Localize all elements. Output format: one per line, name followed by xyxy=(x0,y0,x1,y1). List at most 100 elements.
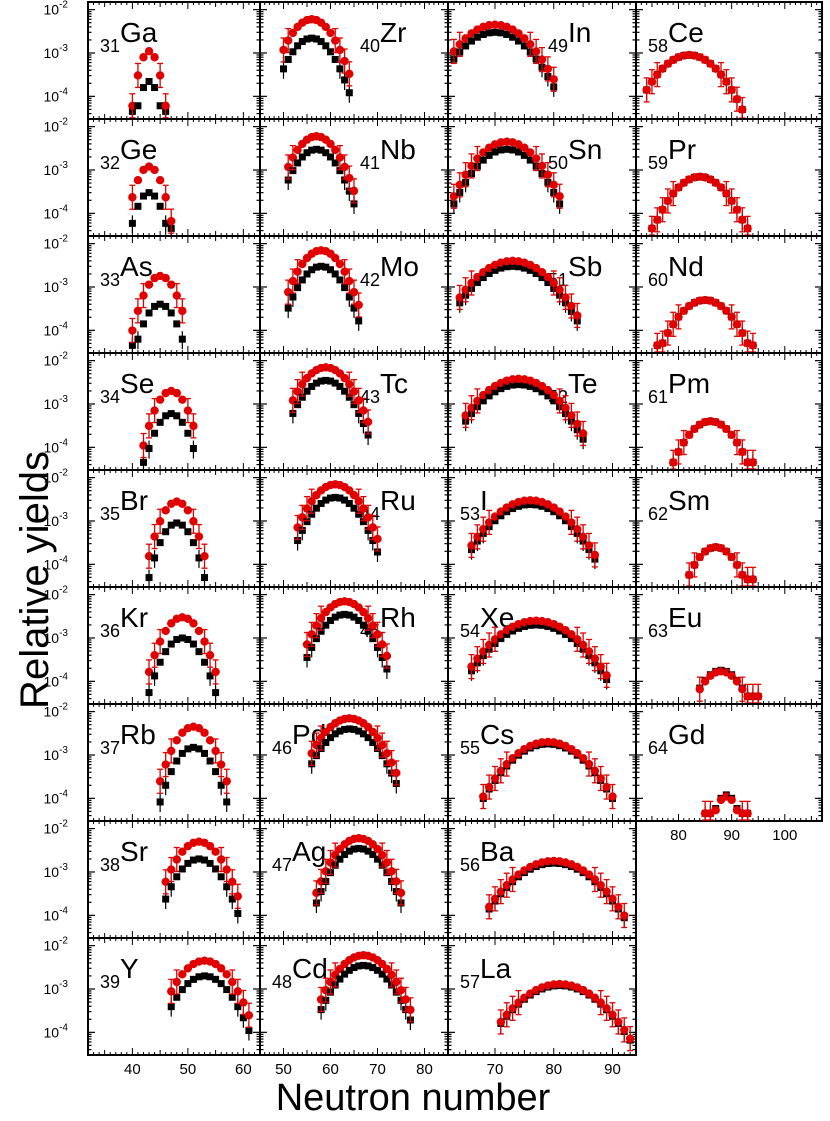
data-point-black xyxy=(503,630,511,638)
data-point-black xyxy=(206,757,214,765)
data-point-black xyxy=(374,966,381,974)
data-point-black xyxy=(184,429,192,437)
element-symbol: Y xyxy=(120,953,139,984)
data-point-black xyxy=(308,146,316,154)
data-point-black xyxy=(491,148,499,156)
y-tick-base: 10 xyxy=(44,353,60,369)
element-z: 46 xyxy=(272,738,292,758)
y-tick-label: 10-2 xyxy=(44,0,69,18)
data-point-red xyxy=(194,723,204,733)
data-point-red xyxy=(567,301,576,311)
data-point-red xyxy=(161,506,170,515)
data-point-black xyxy=(195,648,203,656)
element-symbol: Ba xyxy=(480,836,515,867)
data-point-black xyxy=(509,627,517,635)
data-point-black xyxy=(556,512,564,520)
y-tick-label: 10-2 xyxy=(44,585,69,603)
data-point-red xyxy=(155,176,165,185)
y-tick-base: 10 xyxy=(44,119,60,135)
data-point-black xyxy=(341,850,349,858)
data-point-black xyxy=(532,621,540,629)
data-point-black xyxy=(317,262,325,270)
data-point-red xyxy=(222,865,231,874)
element-label: 42Mo xyxy=(360,251,419,290)
data-point-red xyxy=(461,34,470,43)
data-point-red xyxy=(378,640,387,649)
element-label: 40Zr xyxy=(360,17,406,56)
data-point-black xyxy=(173,412,181,420)
data-point-black xyxy=(195,855,203,863)
data-point-red xyxy=(189,517,198,526)
data-point-red xyxy=(590,875,600,884)
y-tick-label: 10-2 xyxy=(44,702,69,720)
element-label: 32Ge xyxy=(100,134,157,173)
data-point-red xyxy=(508,875,517,884)
data-point-black xyxy=(378,970,386,978)
data-point-red xyxy=(467,161,476,171)
y-tick-base: 10 xyxy=(44,88,60,104)
data-point-black xyxy=(228,993,236,1001)
data-point-red xyxy=(584,870,594,879)
data-point-red xyxy=(200,551,209,561)
data-point-black xyxy=(331,730,339,738)
y-tick-power: -3 xyxy=(59,745,68,756)
data-point-black xyxy=(538,388,546,396)
element-z: 47 xyxy=(272,855,292,875)
y-tick-base: 10 xyxy=(44,1024,60,1040)
data-point-black xyxy=(369,739,377,747)
data-point-red xyxy=(222,777,231,786)
y-tick-power: -2 xyxy=(59,117,68,128)
data-point-red xyxy=(567,518,576,527)
data-point-red xyxy=(216,760,226,769)
data-point-black xyxy=(189,975,197,983)
data-point-red xyxy=(167,865,176,874)
element-label: 38Sr xyxy=(100,836,148,875)
y-tick-label: 10-3 xyxy=(44,43,69,61)
element-z: 56 xyxy=(460,855,480,875)
data-point-red xyxy=(526,40,535,49)
data-point-red xyxy=(484,518,494,527)
data-point-red xyxy=(396,888,406,898)
data-point-red xyxy=(479,647,488,656)
data-point-black xyxy=(317,627,325,635)
data-point-red xyxy=(490,774,500,783)
data-point-black xyxy=(308,382,316,390)
data-point-red xyxy=(608,792,617,801)
panel-frame xyxy=(447,703,637,822)
data-point-red xyxy=(144,46,154,56)
data-point-black xyxy=(167,768,175,776)
y-tick-base: 10 xyxy=(44,439,60,455)
data-point-red xyxy=(331,253,340,263)
data-point-black xyxy=(359,845,367,853)
data-point-red xyxy=(387,867,396,876)
data-point-black xyxy=(298,153,306,161)
y-tick-power: -4 xyxy=(59,203,68,214)
data-point-black xyxy=(206,859,214,867)
data-point-red xyxy=(216,964,226,973)
data-point-black xyxy=(156,102,164,110)
data-point-red xyxy=(298,379,307,389)
data-point-black xyxy=(308,266,316,274)
panel-grid: 10-210-310-431Ga10-210-310-432Ge10-210-3… xyxy=(44,0,823,1078)
data-point-red xyxy=(172,736,181,745)
data-point-red xyxy=(449,192,459,201)
data-point-black xyxy=(509,146,517,154)
data-point-black xyxy=(173,873,181,881)
data-point-black xyxy=(350,613,358,621)
data-point-red xyxy=(473,154,482,163)
data-point-black xyxy=(538,621,546,629)
data-point-red xyxy=(373,844,382,854)
data-point-red xyxy=(161,273,170,283)
data-point-black xyxy=(201,658,209,666)
data-point-black xyxy=(195,973,203,981)
y-tick-power: -3 xyxy=(59,979,68,990)
data-point-black xyxy=(515,624,522,632)
data-point-black xyxy=(341,970,349,978)
panel-i: 53I xyxy=(447,469,637,588)
element-symbol: I xyxy=(480,485,488,516)
data-point-red xyxy=(537,381,547,391)
panel-frame xyxy=(447,586,637,705)
data-point-red xyxy=(293,387,302,396)
data-point-red xyxy=(161,193,170,202)
